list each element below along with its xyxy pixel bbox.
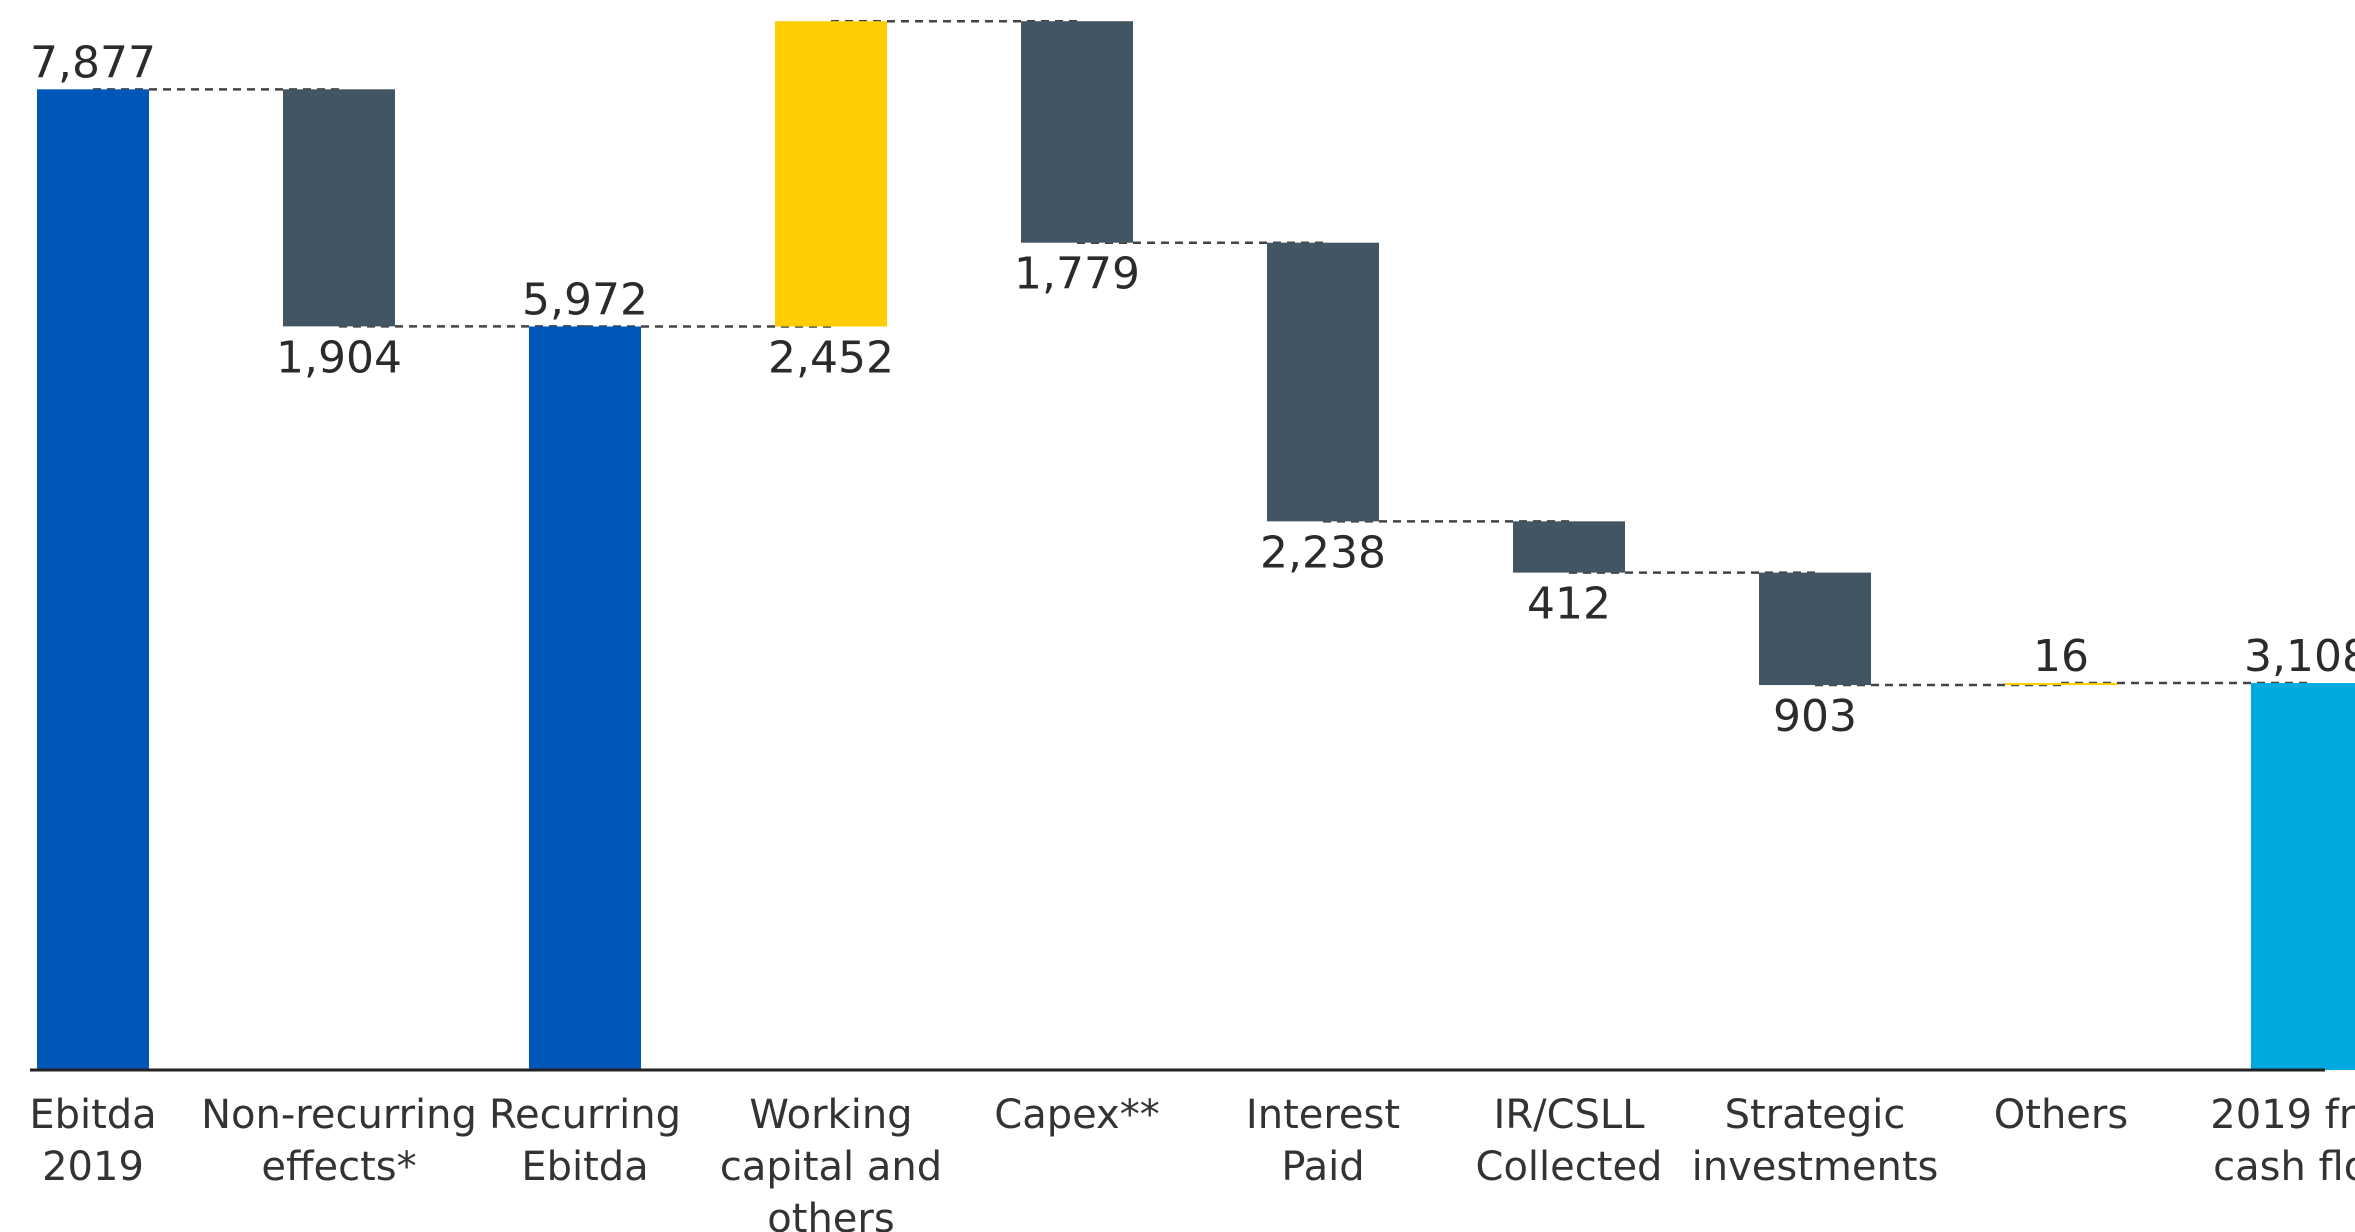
category-label-3: Recurring Ebitda: [489, 1092, 681, 1190]
bars-group: [37, 21, 2355, 1071]
connector-lines: [93, 19, 2307, 687]
value-label-4: 2,452: [768, 332, 894, 383]
bar-7: [1513, 521, 1625, 573]
value-label-2: 1,904: [276, 332, 402, 383]
bar-9: [2005, 683, 2117, 686]
bar-4: [775, 21, 887, 327]
value-label-3: 5,972: [522, 274, 648, 325]
value-label-5: 1,779: [1014, 249, 1140, 300]
category-label-2: Non-recurring effects*: [201, 1092, 477, 1190]
category-label-8: Strategic investments: [1692, 1092, 1939, 1190]
value-label-10: 3,108: [2244, 631, 2355, 682]
category-label-1: Ebitda 2019: [29, 1092, 156, 1190]
bar-1: [37, 89, 149, 1071]
bar-3: [529, 326, 641, 1071]
bar-8: [1759, 572, 1871, 686]
category-label-7: IR/CSLL Collected: [1476, 1092, 1663, 1190]
bar-10: [2251, 683, 2355, 1070]
value-label-7: 412: [1527, 579, 1611, 630]
bar-5: [1021, 21, 1133, 243]
bar-2: [283, 89, 395, 327]
value-label-1: 7,877: [30, 37, 156, 88]
value-label-9: 16: [2033, 631, 2089, 682]
bar-6: [1267, 242, 1379, 522]
category-label-10: 2019 freecash flow: [2210, 1092, 2355, 1190]
value-label-6: 2,238: [1260, 527, 1386, 578]
category-label-9: Others: [1994, 1092, 2128, 1138]
value-labels: 7,877 1,904 5,972 2,452 1,779 2,238 412 903 16 3,…: [30, 37, 2355, 742]
category-label-6: Interest Paid: [1246, 1092, 1400, 1190]
category-label-5: Capex**: [994, 1092, 1159, 1138]
category-labels: Ebitda 2019 Non-recurring effects*Recurring…: [29, 1092, 2355, 1232]
category-label-4: Working capital and others: [720, 1092, 942, 1232]
value-label-8: 903: [1773, 691, 1857, 742]
